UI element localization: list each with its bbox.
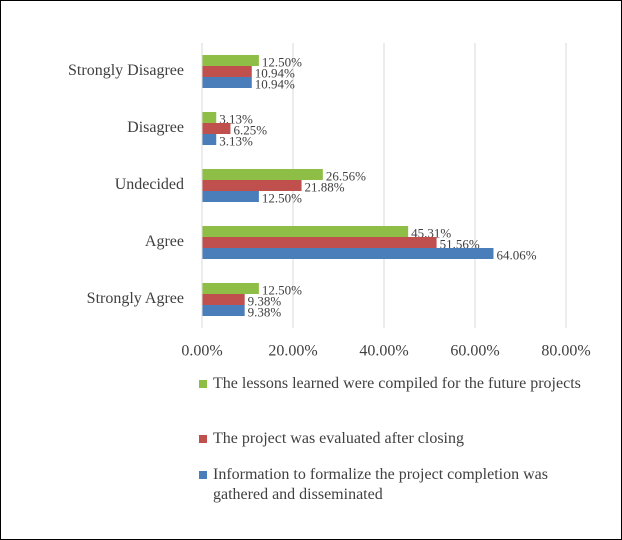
x-tick-label: 20.00%	[268, 343, 317, 360]
y-tick-label: Strongly Disagree	[68, 62, 184, 79]
data-label: 12.50%	[262, 54, 302, 69]
bar	[202, 77, 252, 88]
bar	[202, 248, 494, 259]
data-label: 26.56%	[326, 168, 366, 183]
legend-swatch	[199, 471, 207, 479]
x-tick-label: 80.00%	[541, 343, 590, 360]
legend-label: Information to formalize the project com…	[213, 466, 548, 503]
legend-swatch	[199, 435, 207, 443]
data-label: 3.13%	[219, 111, 253, 126]
y-tick-label: Undecided	[115, 176, 184, 193]
bar	[202, 226, 409, 237]
y-tick-label: Disagree	[127, 119, 184, 136]
data-label: 45.31%	[411, 225, 451, 240]
data-label: 10.94%	[255, 76, 295, 91]
bar	[202, 237, 437, 248]
bar	[202, 169, 323, 180]
data-label: 10.94%	[255, 65, 295, 80]
bar	[202, 283, 259, 294]
data-label: 3.13%	[219, 133, 253, 148]
x-tick-label: 40.00%	[359, 343, 408, 360]
bar	[202, 305, 245, 316]
data-label: 9.38%	[248, 304, 282, 319]
legend-item: The lessons learned were compiled for th…	[199, 374, 599, 394]
legend-swatch	[199, 380, 207, 388]
bar	[202, 191, 259, 202]
legend-label: The project was evaluated after closing	[213, 430, 464, 447]
data-label: 21.88%	[305, 179, 345, 194]
x-tick-label: 60.00%	[450, 343, 499, 360]
data-label: 12.50%	[262, 282, 302, 297]
bar	[202, 66, 252, 77]
bar	[202, 134, 217, 145]
legend-item: Information to formalize the project com…	[199, 465, 599, 505]
bar	[202, 294, 245, 305]
data-label: 64.06%	[496, 247, 536, 262]
bar	[202, 123, 231, 134]
legend-label: The lessons learned were compiled for th…	[213, 375, 581, 392]
data-label: 9.38%	[248, 293, 282, 308]
data-label: 51.56%	[440, 236, 480, 251]
data-label: 6.25%	[233, 122, 267, 137]
x-tick-label: 0.00%	[181, 343, 222, 360]
legend-item: The project was evaluated after closing	[199, 429, 599, 449]
bar	[202, 180, 302, 191]
data-label: 12.50%	[262, 190, 302, 205]
bar	[202, 112, 217, 123]
y-tick-label: Agree	[145, 233, 184, 250]
y-tick-label: Strongly Agree	[87, 290, 184, 307]
bar	[202, 55, 259, 66]
